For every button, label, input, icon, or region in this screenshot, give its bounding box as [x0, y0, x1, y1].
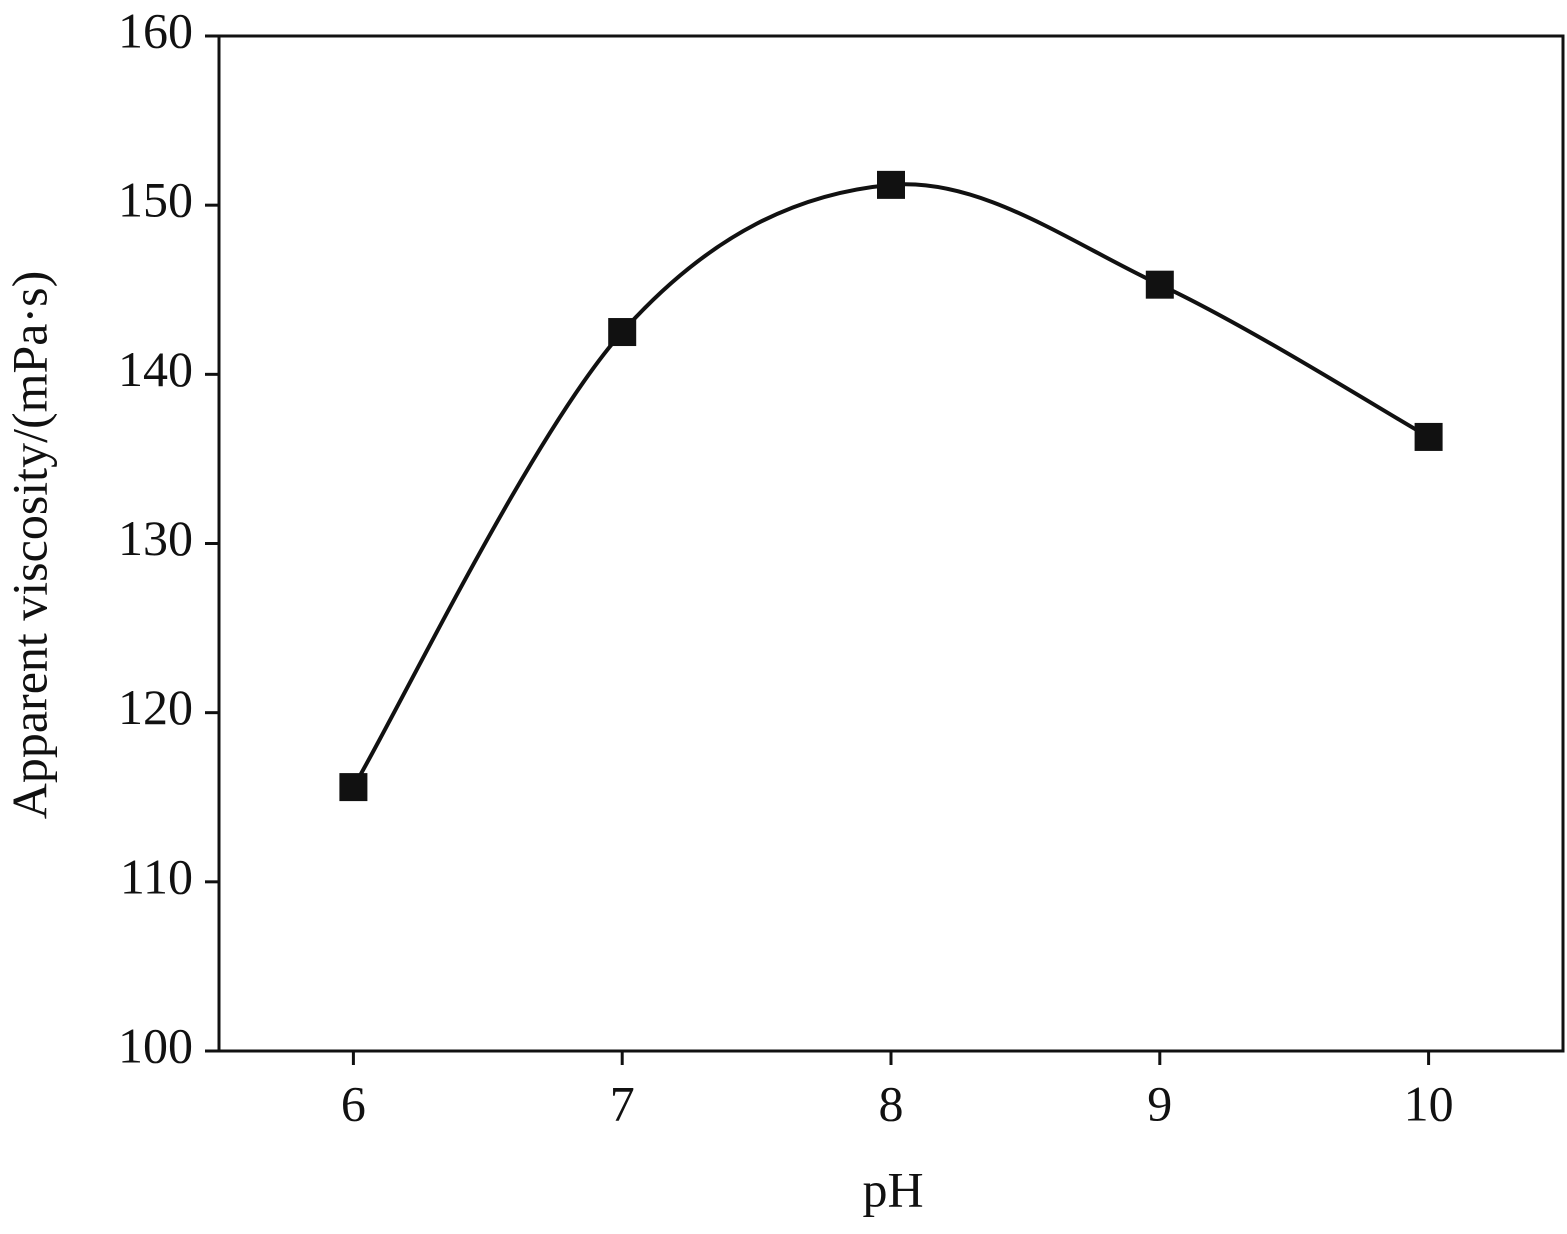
line	[351, 182, 1430, 789]
marker	[339, 773, 368, 802]
x-tick-label: 8	[879, 1075, 904, 1131]
x-axis-label: pH	[862, 1161, 923, 1217]
x-tick-label: 7	[610, 1075, 635, 1131]
marker	[608, 318, 637, 347]
y-tick-label: 100	[118, 1017, 193, 1073]
marker	[877, 170, 905, 199]
x-tick-label: 6	[341, 1075, 366, 1131]
y-tick-label: 110	[120, 848, 193, 904]
x-tick-label: 10	[1404, 1075, 1454, 1131]
y-tick-label: 150	[118, 172, 193, 228]
y-tick-label: 160	[118, 2, 193, 58]
y-tick-label: 130	[118, 510, 193, 566]
x-tick-label: 9	[1147, 1075, 1172, 1131]
marker	[1145, 270, 1174, 299]
y-tick-label: 140	[118, 341, 193, 397]
marker	[1414, 422, 1443, 451]
y-axis-label: Apparent viscosity/(mPa·s)	[1, 271, 57, 820]
y-tick-label: 120	[118, 679, 193, 735]
